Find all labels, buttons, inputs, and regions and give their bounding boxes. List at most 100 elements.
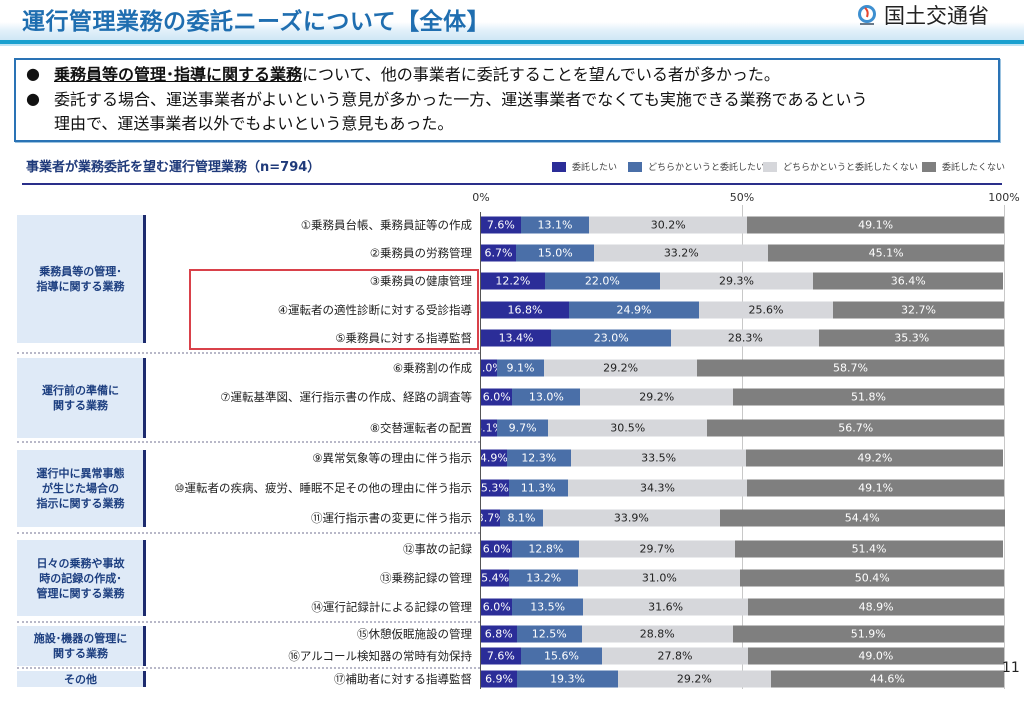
data-label: 58.7% xyxy=(833,361,868,375)
data-label: 36.4% xyxy=(890,274,926,288)
bar-segment-somewhat-want: 8.1% xyxy=(500,509,543,527)
bar-segment-somewhat-not: 29.3% xyxy=(659,272,814,290)
data-label: 9.7% xyxy=(508,421,537,435)
bar-segment-not-want: 48.9% xyxy=(748,598,1004,616)
summary-line-1-rest: について、他の事業者に委託することを望んでいる者が多かった。 xyxy=(302,65,780,84)
data-label: 51.4% xyxy=(851,542,887,556)
data-label: 32.7% xyxy=(901,303,936,317)
bar-segment-want: 5.4% xyxy=(481,569,510,587)
legend-swatch xyxy=(922,161,936,172)
bar-segment-not-want: 35.3% xyxy=(819,329,1004,347)
data-label: 15.6% xyxy=(544,649,579,663)
item-label: ⑧交替運転者の配置 xyxy=(369,421,472,435)
data-label: 13.0% xyxy=(528,390,564,404)
data-label: 51.9% xyxy=(850,627,886,641)
bullet-icon: ● xyxy=(26,64,40,83)
group-bracket xyxy=(143,358,146,438)
group-bracket xyxy=(143,540,146,616)
data-label: 35.3% xyxy=(894,331,930,345)
bar-segment-somewhat-not: 31.0% xyxy=(578,569,741,587)
bar-segment-want: 7.6% xyxy=(481,216,521,234)
data-label: 22.0% xyxy=(584,274,620,288)
group-separator xyxy=(17,352,480,354)
data-label: 24.9% xyxy=(616,303,652,317)
item-label: ⑦運転基準図、運行指示書の作成、経路の調査等 xyxy=(220,390,472,404)
bar-segment-want: 6.7% xyxy=(481,244,517,262)
bar-segment-not-want: 32.7% xyxy=(832,301,1004,319)
legend-item-somewhat-not: どちらかというと委託したくない xyxy=(763,160,918,173)
item-label: ⑪運行指示書の変更に伴う指示 xyxy=(311,511,472,525)
group-label: 乗務員等の管理･ 指導に関する業務 xyxy=(36,265,125,293)
bar-segment-somewhat-want: 13.5% xyxy=(512,598,583,616)
bar-segment-not-want: 51.8% xyxy=(733,388,1004,406)
group-abnormal-events: 運行中に異常事態 が生じた場合の 指示に関する業務 xyxy=(17,450,144,527)
summary-line-2: 委託する場合、運送事業者がよいという意見が多かった一方、運送事業者でなくても実施… xyxy=(54,90,868,109)
bar-segment-want: 16.8% xyxy=(481,301,569,319)
item-label: ⑫事故の記録 xyxy=(403,542,472,556)
data-label: 15.0% xyxy=(537,246,573,260)
group-bracket xyxy=(143,450,146,527)
bar-segment-somewhat-want: 13.0% xyxy=(512,388,581,406)
item-label: ⑨異常気象等の理由に伴う指示 xyxy=(312,451,472,465)
mlit-logo: 国土交通省 xyxy=(856,0,989,30)
group-label: 施設･機器の管理に 関する業務 xyxy=(33,632,128,660)
legend-item-want: 委託したい xyxy=(552,160,617,173)
summary-line-3: 理由で、運送事業者以外でもよいという意見もあった。 xyxy=(54,114,454,133)
x-tick-label: 50% xyxy=(729,191,755,204)
data-label: 45.1% xyxy=(868,246,904,260)
legend-label: 委託したい xyxy=(572,163,618,173)
data-label: 29.3% xyxy=(719,274,754,288)
data-label: 29.2% xyxy=(603,361,639,375)
item-label: ⑯アルコール検知器の常時有効保持 xyxy=(288,649,472,663)
header-band xyxy=(0,0,1024,40)
x-tick-label: 0% xyxy=(472,191,490,204)
data-label: 5.3% xyxy=(480,481,509,495)
group-facilities: 施設･機器の管理に 関する業務 xyxy=(17,626,144,666)
item-label: ⑬乗務記録の管理 xyxy=(380,571,472,585)
data-label: 6.0% xyxy=(482,600,511,614)
bar-segment-somewhat-not: 29.2% xyxy=(580,388,734,406)
data-label: 6.9% xyxy=(485,672,514,686)
data-label: 51.8% xyxy=(851,390,886,404)
bar-segment-want: 3.0% xyxy=(475,359,503,377)
data-label: 31.0% xyxy=(641,571,677,585)
gridline-100 xyxy=(1004,205,1005,689)
data-label: 4.9% xyxy=(479,451,508,465)
item-label: ④運転者の適性診断に対する受診指導 xyxy=(277,303,472,317)
bar-segment-not-want: 36.4% xyxy=(813,272,1004,290)
bar-segment-want: 4.9% xyxy=(479,449,508,467)
bar-segment-want: 6.8% xyxy=(481,625,517,643)
bar-segment-somewhat-want: 12.8% xyxy=(512,540,580,558)
item-label: ⑭運行記録計による記録の管理 xyxy=(311,600,472,614)
logo-text: 国土交通省 xyxy=(884,4,989,28)
item-label: ③乗務員の健康管理 xyxy=(369,274,472,288)
data-label: 5.4% xyxy=(481,571,510,585)
bar-segment-somewhat-want: 23.0% xyxy=(551,329,672,347)
x-tick-label: 100% xyxy=(988,191,1020,204)
group-label: 日々の乗務や事故 時の記録の作成･ 管理に関する業務 xyxy=(36,556,125,600)
item-label: ②乗務員の労務管理 xyxy=(369,246,472,260)
bar-segment-somewhat-not: 28.8% xyxy=(581,625,733,643)
bar-segment-somewhat-want: 15.0% xyxy=(516,244,595,262)
data-label: 44.6% xyxy=(869,672,905,686)
data-label: 7.6% xyxy=(486,218,515,232)
data-label: 3.1% xyxy=(475,421,504,435)
group-pre-operation: 運行前の準備に 関する業務 xyxy=(17,358,144,438)
data-label: 54.4% xyxy=(844,511,880,525)
bar-segment-somewhat-not: 28.3% xyxy=(671,329,820,347)
data-label: 30.5% xyxy=(610,421,646,435)
bar-segment-somewhat-not: 31.6% xyxy=(582,598,749,616)
data-label: 28.3% xyxy=(727,331,763,345)
data-label: 8.1% xyxy=(507,511,536,525)
data-label: 7.6% xyxy=(486,649,515,663)
legend-label: どちらかというと委託したい xyxy=(648,163,766,173)
data-label: 13.5% xyxy=(530,600,566,614)
bar-segment-want: 6.0% xyxy=(481,598,513,616)
bar-segment-somewhat-want: 13.1% xyxy=(520,216,590,234)
bar-segment-not-want: 45.1% xyxy=(768,244,1004,262)
item-label: ①乗務員台帳、乗務員証等の作成 xyxy=(300,218,472,232)
bar-segment-somewhat-want: 22.0% xyxy=(544,272,660,290)
data-label: 13.2% xyxy=(526,571,562,585)
page-title: 運行管理業務の委託ニーズについて【全体】 xyxy=(22,9,491,35)
bar-segment-somewhat-not: 29.2% xyxy=(544,359,697,377)
